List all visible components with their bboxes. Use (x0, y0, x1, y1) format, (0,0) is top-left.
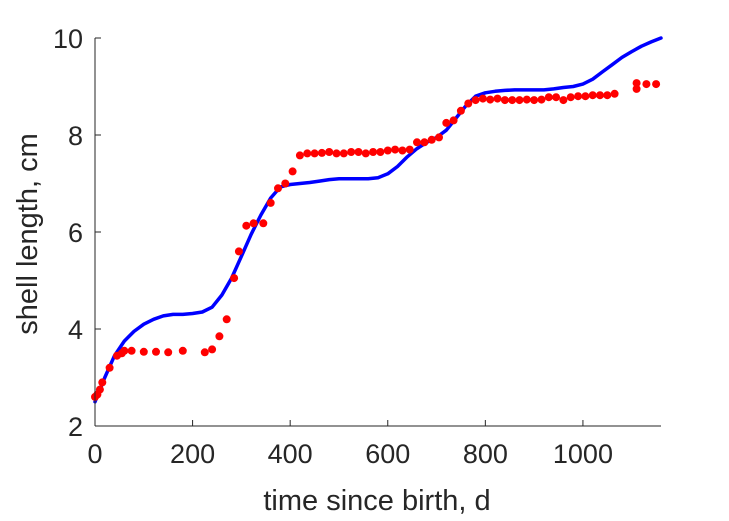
data-point (152, 347, 160, 356)
data-point (522, 95, 531, 104)
data-point (332, 149, 341, 158)
data-point (242, 221, 251, 230)
data-point (361, 149, 370, 158)
data-point (105, 363, 114, 372)
data-points-layer (91, 79, 661, 401)
data-point (478, 94, 487, 103)
data-point (98, 378, 107, 387)
y-tick-label: 10 (53, 24, 83, 54)
data-point (222, 315, 231, 324)
data-point (383, 146, 392, 155)
data-point (295, 151, 304, 160)
y-axis-ticks: 2 4 6 8 10 (53, 24, 101, 442)
data-point (427, 135, 436, 144)
data-point (178, 346, 187, 355)
data-point (486, 95, 495, 104)
data-point (200, 348, 209, 357)
data-point (274, 184, 282, 193)
data-point (208, 345, 217, 354)
data-point (376, 148, 385, 156)
x-tick-label: 600 (365, 439, 410, 469)
data-point (566, 93, 575, 102)
data-point (642, 80, 651, 89)
data-point (347, 148, 356, 156)
x-tick-label: 400 (268, 439, 313, 469)
y-tick-label: 4 (68, 315, 83, 345)
x-tick-label: 200 (170, 439, 215, 469)
model-curve-layer (93, 36, 663, 404)
data-point (442, 118, 451, 127)
data-point (325, 148, 334, 156)
data-point (508, 96, 517, 105)
data-point (288, 167, 297, 176)
data-point (354, 148, 363, 156)
plot-area (95, 38, 661, 426)
y-tick-label: 2 (68, 412, 83, 442)
data-point (559, 96, 568, 105)
data-point (95, 385, 104, 394)
data-point (581, 92, 590, 101)
data-point (249, 219, 258, 228)
x-tick-label: 0 (87, 439, 102, 469)
data-point (303, 149, 312, 158)
data-point (515, 96, 524, 105)
x-axis-label: time since birth, d (263, 485, 490, 517)
data-point (610, 89, 619, 98)
x-axis-ticks: 0 200 400 600 800 1000 (87, 420, 613, 469)
data-point (164, 348, 173, 357)
data-point (632, 84, 641, 93)
data-point (398, 146, 407, 155)
data-point (574, 92, 583, 101)
y-axis-label: shell length, cm (12, 133, 44, 335)
data-point (310, 149, 319, 158)
data-point (471, 96, 480, 105)
data-point (464, 99, 473, 108)
data-point (139, 347, 148, 356)
data-point (259, 219, 268, 228)
y-tick-label: 8 (68, 121, 83, 151)
data-point (537, 95, 546, 104)
data-point (230, 274, 239, 283)
data-point (413, 138, 421, 147)
data-point (449, 116, 458, 125)
data-point (652, 80, 661, 89)
plot-background (95, 38, 661, 426)
model-curve (93, 36, 663, 404)
data-point (391, 145, 400, 154)
data-point (215, 332, 224, 341)
data-point (493, 94, 502, 103)
data-point (420, 138, 429, 147)
data-point (317, 148, 326, 157)
data-point (127, 346, 136, 355)
data-point (552, 93, 561, 102)
data-point (544, 93, 553, 102)
data-point (500, 96, 509, 105)
x-tick-label: 1000 (553, 439, 613, 469)
data-point (281, 179, 290, 188)
data-point (120, 346, 129, 355)
data-point (266, 198, 275, 207)
data-point (234, 247, 243, 256)
data-point (435, 133, 443, 142)
data-point (456, 106, 465, 115)
data-point (588, 91, 597, 100)
data-point (339, 149, 348, 158)
data-point (632, 79, 641, 88)
data-point (530, 96, 539, 105)
y-tick-label: 6 (68, 218, 83, 248)
x-tick-label: 800 (463, 439, 508, 469)
data-point (369, 148, 378, 156)
data-point (603, 91, 612, 100)
data-point (596, 91, 604, 100)
data-point (405, 145, 414, 154)
